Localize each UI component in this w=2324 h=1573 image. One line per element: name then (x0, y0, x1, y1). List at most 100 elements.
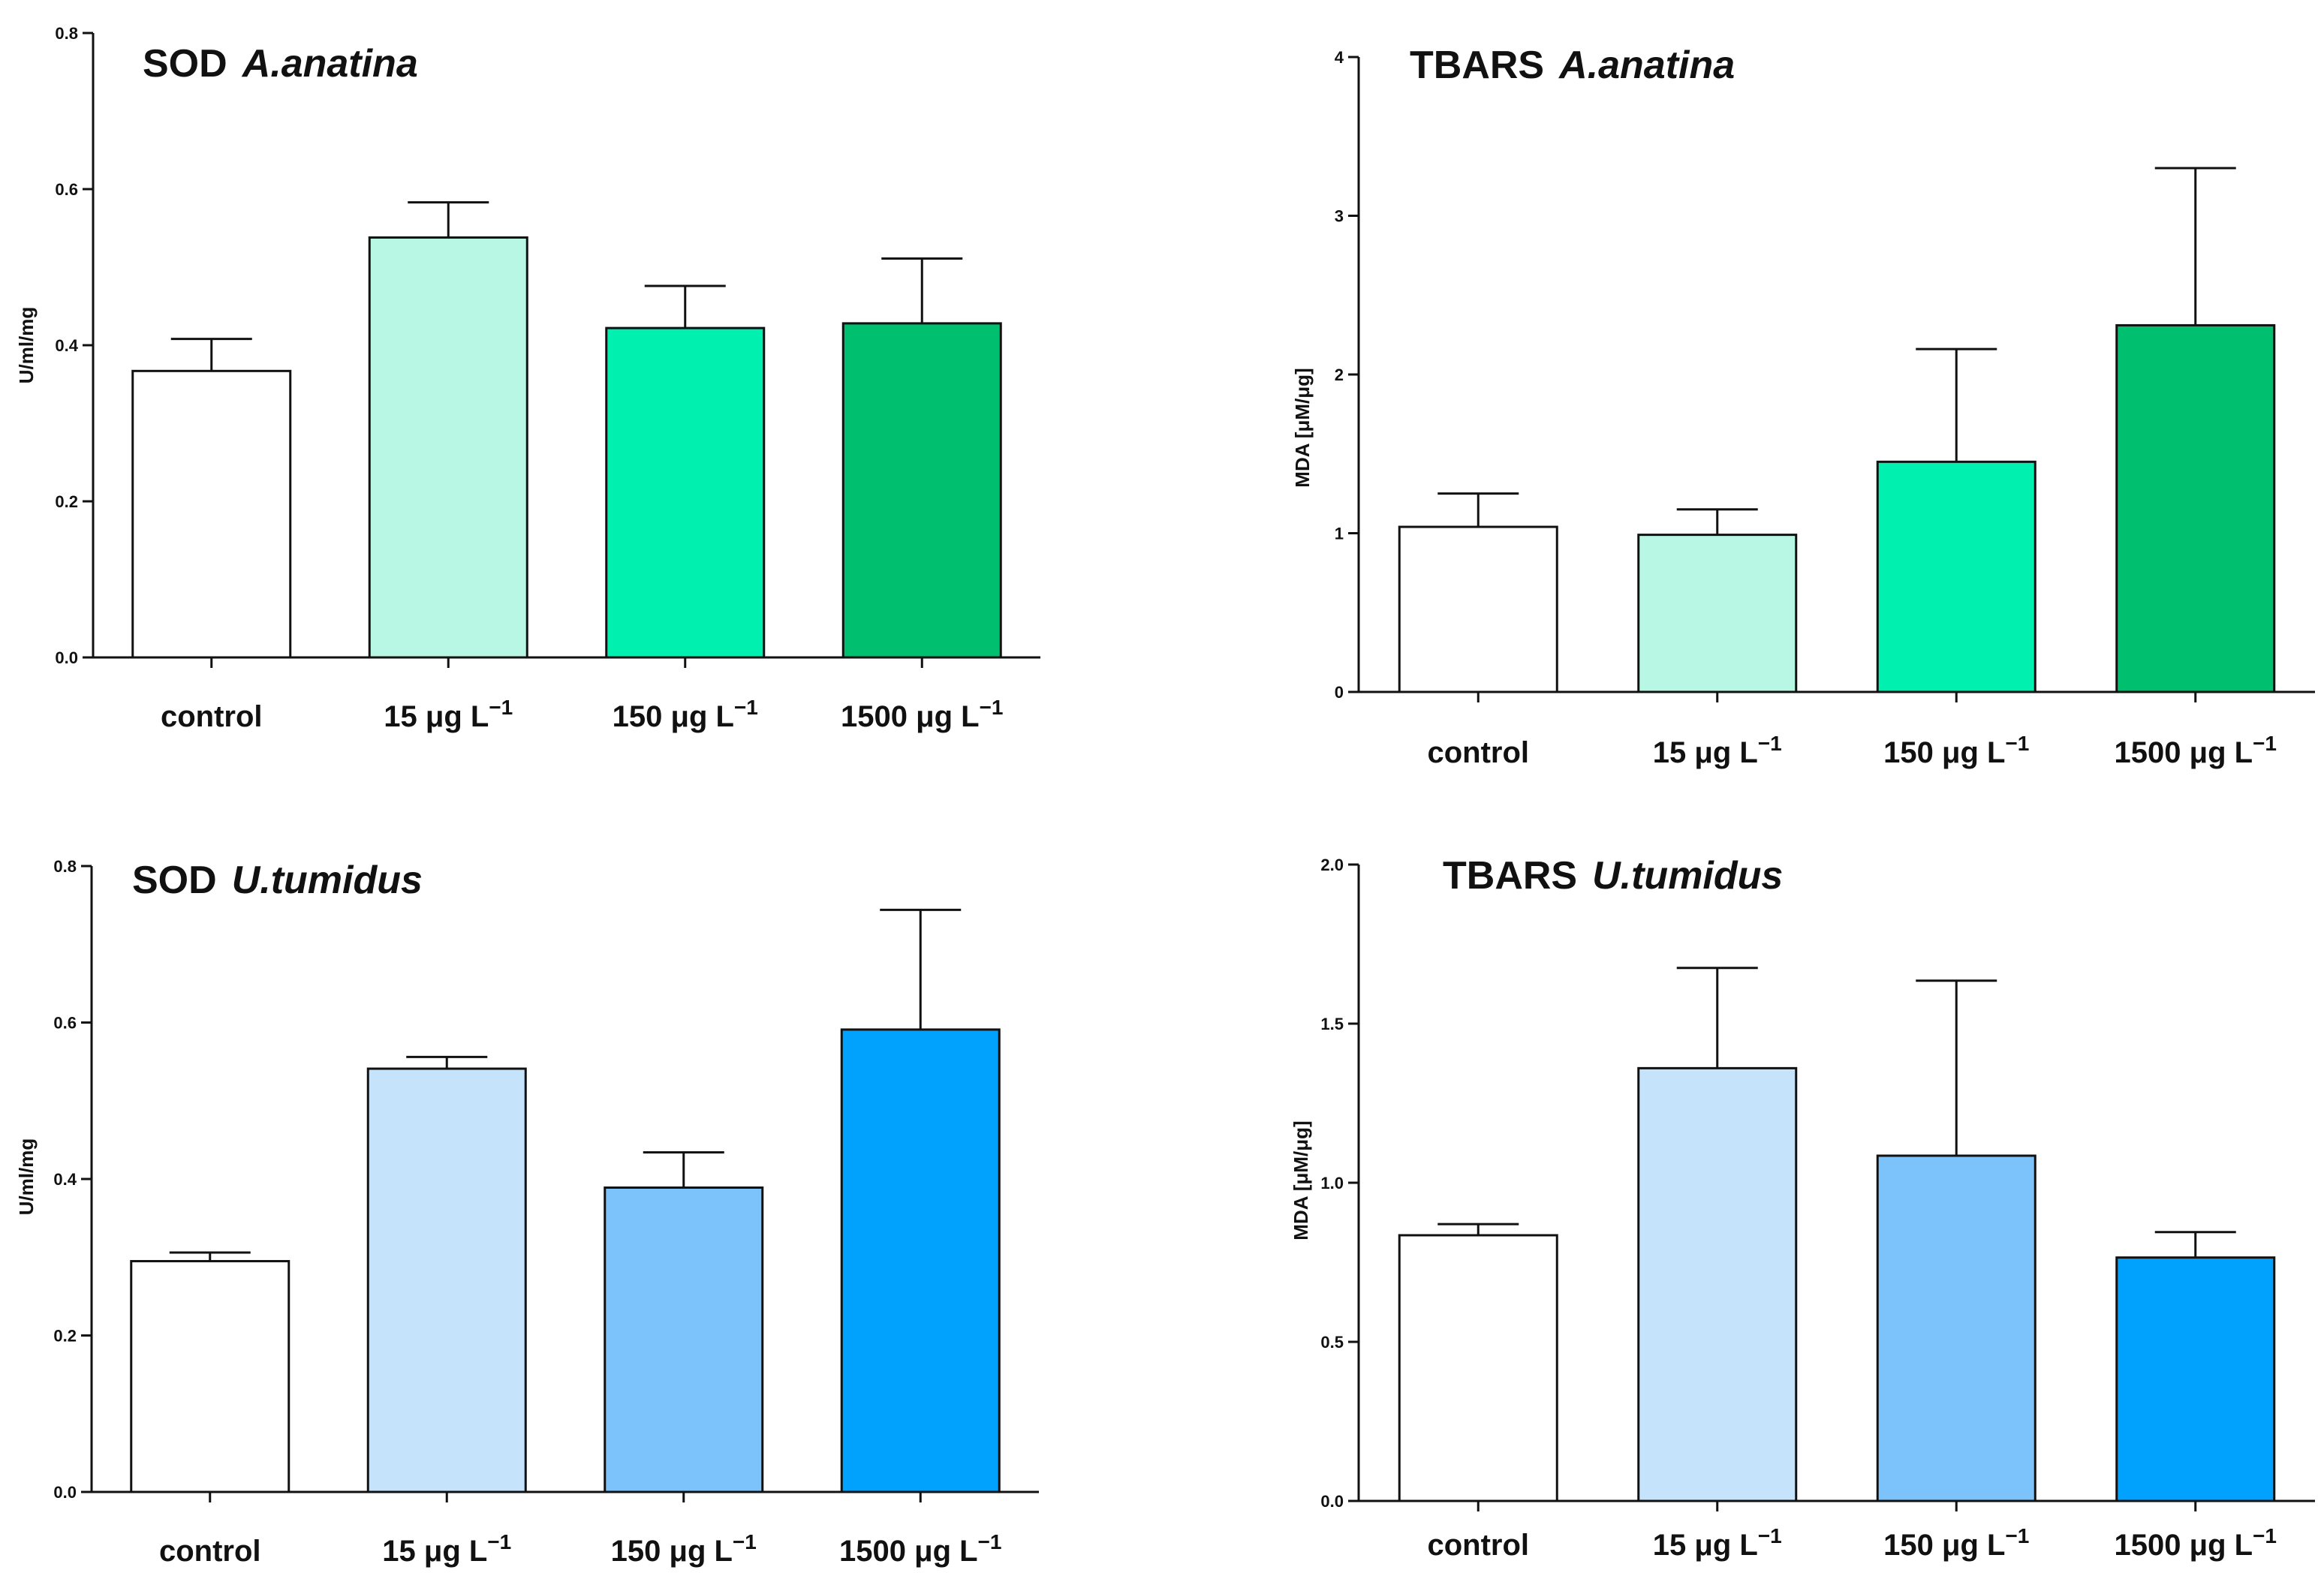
bar (366, 1067, 527, 1493)
category-label-unit: μg L (669, 1535, 732, 1568)
chart-title: TBARS A.anatina (1410, 44, 1735, 87)
chart-title-main: TBARS (1443, 854, 1577, 898)
chart-title-species: A.anatina (1558, 44, 1735, 87)
category-label-superscript: −1 (733, 1530, 757, 1553)
chart-title: TBARS U.tumidus (1443, 854, 1783, 898)
y-tick-label: 0.4 (55, 336, 78, 355)
category-label: 1500 μg L−1 (839, 1530, 1002, 1568)
y-axis-label: MDA [μM/μg] (1290, 1120, 1312, 1240)
category-label-unit: μg L (670, 700, 733, 733)
category-label-prefix: control (1427, 1529, 1529, 1562)
category-label-superscript: −1 (2253, 1524, 2277, 1547)
category-label: control (1427, 736, 1529, 769)
category-label: 15 μg L−1 (382, 1530, 511, 1568)
y-tick-label: 0.4 (53, 1170, 77, 1189)
category-label-prefix: 15 (382, 1535, 424, 1568)
category-label: 1500 μg L−1 (2115, 1524, 2277, 1562)
chart-title-main: SOD (132, 859, 217, 902)
chart-title-species: A.anatina (241, 42, 418, 86)
bar (605, 326, 766, 659)
category-label-prefix: 1500 (2115, 1529, 2190, 1562)
category-label: 1500 μg L−1 (2115, 732, 2277, 769)
category-label-prefix: control (159, 1535, 261, 1568)
category-label-superscript: −1 (2005, 1524, 2029, 1547)
category-label-prefix: 15 (1653, 736, 1695, 769)
bar (1398, 525, 1558, 693)
bar (604, 1186, 764, 1493)
category-label: control (159, 1535, 261, 1568)
category-label-superscript: −1 (489, 696, 513, 719)
category-label-unit: μg L (2190, 736, 2253, 769)
bar (2115, 1256, 2276, 1502)
category-label-unit: μg L (916, 700, 979, 733)
chart-title-main: TBARS (1410, 44, 1544, 87)
y-tick-label: 4 (1335, 48, 1344, 67)
chart-title-species: U.tumidus (1592, 854, 1783, 898)
chart-title-species: U.tumidus (232, 859, 423, 902)
category-label: 15 μg L−1 (384, 696, 513, 733)
y-axis-label: U/ml/mg (15, 1138, 38, 1216)
y-tick-label: 0.8 (55, 24, 78, 43)
chart-tbars-tumidus: 0.0 0.5 1.0 1.5 2.0 MDA [μM/μg] control 15 μg L… (1290, 854, 2315, 1562)
category-label-prefix: 150 (1883, 736, 1942, 769)
category-label-superscript: −1 (734, 696, 758, 719)
bar (130, 1259, 290, 1493)
y-tick-label: 1 (1335, 525, 1344, 543)
category-label-superscript: −1 (2005, 732, 2029, 755)
y-tick-label: 2 (1335, 365, 1344, 384)
category-label-superscript: −1 (980, 696, 1004, 719)
y-tick-label: 2.0 (1320, 856, 1344, 874)
bar (1637, 1066, 1798, 1502)
category-label-prefix: 1500 (839, 1535, 914, 1568)
category-label-unit: μg L (2190, 1529, 2253, 1562)
category-label-superscript: −1 (978, 1530, 1002, 1553)
bar (368, 236, 528, 659)
category-label: 150 μg L−1 (613, 696, 758, 733)
bar (2115, 323, 2276, 693)
chart-title-main: SOD (143, 42, 227, 86)
category-label-prefix: 150 (611, 1535, 670, 1568)
y-tick-label: 0 (1335, 683, 1344, 702)
category-label-prefix: 1500 (2115, 736, 2190, 769)
category-label: 150 μg L−1 (1883, 1524, 2029, 1562)
category-label-prefix: 150 (1883, 1529, 1942, 1562)
y-tick-label: 0.0 (53, 1483, 77, 1502)
category-label-superscript: −1 (2253, 732, 2277, 755)
y-tick-label: 0.8 (53, 857, 77, 876)
category-label: 1500 μg L−1 (841, 696, 1004, 733)
y-tick-label: 0.5 (1320, 1333, 1344, 1352)
y-tick-label: 0.0 (55, 648, 78, 667)
category-label-unit: μg L (1694, 1529, 1757, 1562)
y-tick-label: 0.6 (53, 1014, 77, 1033)
category-label-prefix: 15 (384, 700, 426, 733)
category-label-prefix: 150 (613, 700, 671, 733)
y-tick-label: 1.5 (1320, 1015, 1344, 1033)
bar (1637, 534, 1798, 693)
category-label-unit: μg L (426, 700, 489, 733)
y-tick-label: 1.0 (1320, 1174, 1344, 1193)
y-tick-label: 0.2 (55, 492, 78, 511)
bar (131, 369, 292, 659)
y-tick-label: 0.0 (1320, 1492, 1344, 1511)
category-label: 15 μg L−1 (1653, 1524, 1782, 1562)
bar (840, 1028, 1001, 1493)
y-axis-label: MDA [μM/μg] (1291, 368, 1314, 487)
category-label-unit: μg L (914, 1535, 977, 1568)
category-label-prefix: control (161, 700, 263, 733)
category-label-superscript: −1 (1758, 1524, 1782, 1547)
y-tick-label: 0.2 (53, 1327, 77, 1346)
category-label: control (161, 700, 263, 733)
category-label-unit: μg L (1942, 736, 2005, 769)
category-label: 15 μg L−1 (1653, 732, 1782, 769)
bar (1398, 1234, 1558, 1502)
category-label-prefix: control (1427, 736, 1529, 769)
category-label: 150 μg L−1 (1883, 732, 2029, 769)
category-label-superscript: −1 (487, 1530, 511, 1553)
category-label: 150 μg L−1 (611, 1530, 757, 1568)
category-label: control (1427, 1529, 1529, 1562)
chart-title: SOD A.anatina (143, 42, 418, 86)
bar (841, 322, 1002, 659)
